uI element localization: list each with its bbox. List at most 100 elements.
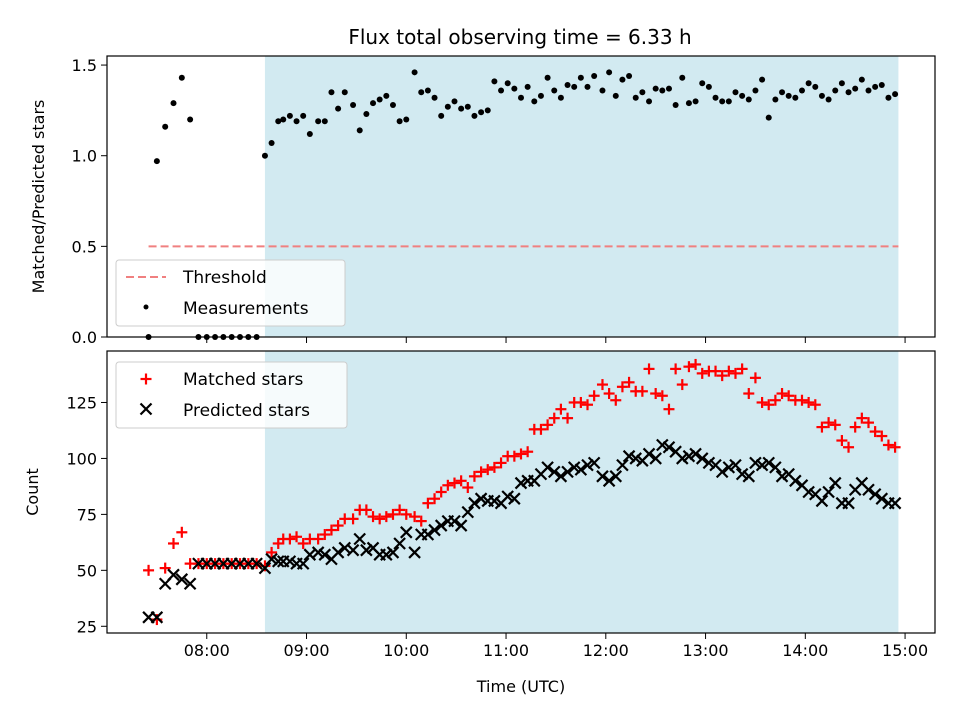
- matched-point: [869, 426, 881, 438]
- matched-point: [542, 419, 554, 431]
- measurement-point: [396, 118, 403, 125]
- predicted-point-stroke: [782, 467, 795, 481]
- predicted-point-stroke: [649, 452, 662, 465]
- predicted-point-stroke: [353, 532, 367, 546]
- measurement-point: [825, 96, 832, 103]
- predicted-point-stroke: [868, 487, 882, 501]
- predicted-point-stroke: [318, 548, 332, 561]
- predicted-point: [408, 546, 421, 559]
- observing-window-shade: [264, 351, 899, 633]
- predicted-point: [468, 496, 481, 510]
- matched-point: [415, 515, 427, 527]
- predicted-point-stroke: [656, 438, 669, 452]
- measurement-point: [518, 94, 524, 101]
- predicted-point-stroke: [809, 487, 822, 501]
- matched-point: [575, 396, 587, 408]
- matched-point: [836, 435, 848, 447]
- matched-point: [548, 412, 560, 424]
- matched-point: [409, 511, 421, 523]
- predicted-point: [434, 519, 448, 532]
- predicted-point: [862, 483, 875, 497]
- matched-point: [462, 482, 474, 494]
- matched-point: [448, 477, 460, 489]
- y-tick-label: 125: [66, 393, 97, 412]
- matched-point: [849, 421, 861, 433]
- predicted-point: [258, 561, 272, 575]
- legend-threshold-label: Threshold: [182, 268, 267, 288]
- x-tick-label: 13:00: [682, 641, 728, 660]
- matched-point: [151, 614, 163, 626]
- measurement-point: [293, 118, 300, 125]
- count-marks: [142, 358, 902, 626]
- predicted-point: [250, 557, 263, 570]
- predicted-point-stroke: [346, 543, 360, 557]
- measurement-point: [885, 94, 892, 101]
- predicted-point-stroke: [554, 470, 568, 483]
- predicted-point: [448, 514, 461, 528]
- measurement-point: [818, 92, 825, 99]
- measurement-point: [792, 94, 799, 101]
- matched-point: [843, 441, 855, 453]
- measurement-point: [444, 103, 451, 110]
- predicted-point-stroke: [609, 470, 623, 483]
- measurement-point: [335, 105, 342, 112]
- measurement-point: [745, 96, 752, 103]
- y-tick-label: 0.0: [72, 328, 97, 347]
- predicted-point-stroke: [702, 456, 716, 470]
- predicted-point-stroke: [616, 458, 629, 472]
- matched-point: [736, 363, 748, 375]
- predicted-point-stroke: [842, 496, 855, 510]
- matched-point: [823, 417, 835, 429]
- matched-point: [743, 388, 755, 400]
- measurement-point: [341, 89, 348, 96]
- measurement-point: [300, 112, 307, 119]
- measurement-point: [692, 98, 699, 105]
- legend-predicted-marker-stroke: [139, 402, 153, 416]
- matched-point: [360, 504, 372, 516]
- measurement-point: [418, 89, 425, 96]
- legend-predicted-marker: [139, 402, 153, 416]
- matched-point: [882, 439, 894, 451]
- measurement-point: [350, 101, 357, 108]
- predicted-point-stroke: [795, 479, 809, 492]
- measurement-point: [679, 74, 686, 81]
- predicted-point-stroke: [822, 485, 835, 499]
- measurement-point: [511, 85, 518, 92]
- ratio-legend: Threshold Measurements: [115, 259, 346, 327]
- x-tick-label: 09:00: [283, 641, 329, 660]
- measurement-point: [632, 94, 639, 101]
- predicted-point: [662, 440, 676, 454]
- predicted-point-stroke: [888, 496, 902, 510]
- measurement-point: [892, 91, 899, 98]
- measurement-point: [431, 94, 438, 101]
- predicted-point: [461, 505, 475, 519]
- measurement-point: [162, 123, 169, 130]
- matched-point: [596, 379, 608, 391]
- measurement-point: [531, 98, 538, 105]
- measurement-point: [321, 118, 328, 125]
- predicted-point-stroke: [769, 461, 782, 474]
- measurement-point: [403, 116, 410, 123]
- predicted-point: [554, 470, 568, 483]
- measurement-point: [280, 116, 287, 123]
- predicted-point-stroke: [567, 461, 581, 474]
- measurement-point: [424, 87, 431, 94]
- measurement-point: [491, 78, 498, 85]
- predicted-point-stroke: [574, 463, 588, 476]
- matched-point: [588, 390, 600, 402]
- plot-frame: [106, 350, 936, 634]
- matched-point: [723, 365, 735, 377]
- measurement-point: [478, 109, 485, 116]
- predicted-point-stroke: [622, 449, 636, 463]
- matched-point: [442, 479, 454, 491]
- measurement-point: [845, 89, 852, 96]
- matched-point: [623, 376, 635, 388]
- predicted-point: [393, 537, 406, 550]
- predicted-point: [875, 492, 889, 505]
- matched-point: [482, 464, 494, 476]
- predicted-point-stroke: [709, 458, 722, 472]
- measurement-point: [606, 69, 613, 76]
- ratio-panel: 0.0 0.5 1.0 1.5 Matched/Predicted stars Thr…: [29, 55, 936, 347]
- predicted-point: [815, 494, 829, 508]
- measurement-point: [551, 87, 558, 94]
